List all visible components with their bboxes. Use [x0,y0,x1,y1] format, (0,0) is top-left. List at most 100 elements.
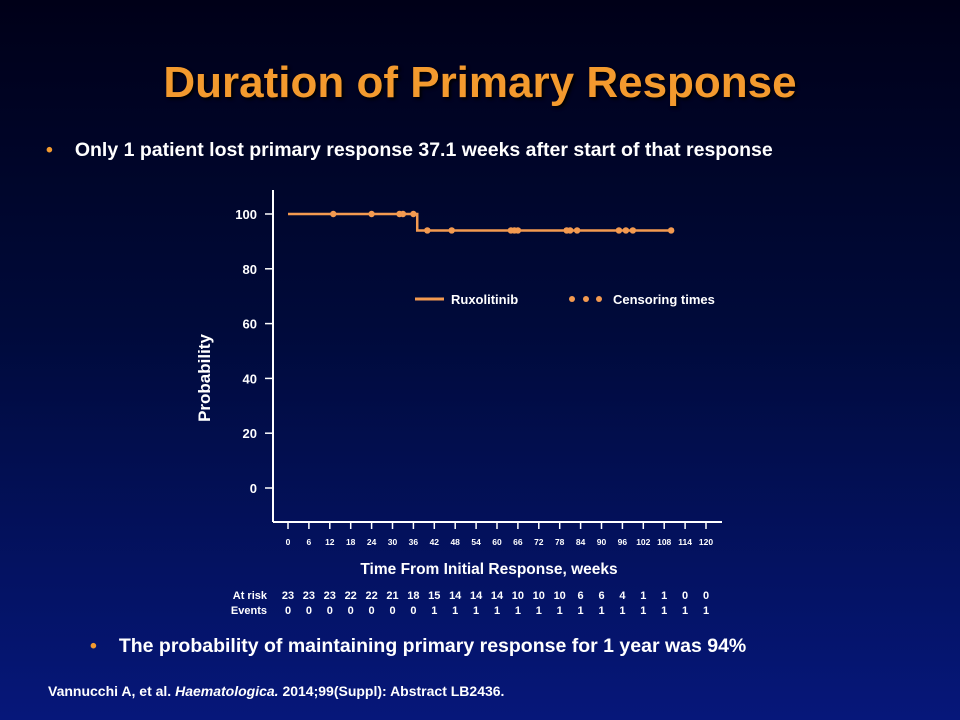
risk-at-risk-value: 15 [428,590,440,602]
legend-censor-dot [596,296,602,302]
risk-events-value: 0 [410,605,416,617]
risk-events-value: 1 [452,605,458,617]
censor-point [410,210,417,218]
risk-events-value: 1 [431,605,437,617]
censor-point [399,210,407,218]
censor-point [622,227,630,234]
risk-events-value: 1 [473,605,479,617]
censor-point [573,227,581,234]
risk-events-value: 1 [578,605,584,617]
legend-censor-label: Censoring times [613,292,715,307]
risk-events-value: 1 [661,605,667,617]
risk-at-risk-value: 4 [619,590,626,602]
censor-point [424,227,431,234]
x-tick-label: 72 [534,537,544,547]
risk-at-risk-value: 10 [554,590,566,602]
y-tick-label: 80 [243,262,257,277]
x-tick-label: 78 [555,537,565,547]
y-tick-label: 40 [243,371,257,386]
censor-point [566,227,574,234]
censor-point [368,210,375,218]
x-ticks: 0 6 12 18 24 30 36 42 48 54 60 66 72 78 84 90 96 102 108 11… [286,522,713,547]
citation-journal: Haematologica. [175,683,279,699]
censor-markers [330,210,675,234]
risk-at-risk-value: 10 [512,590,524,602]
censor-point [629,227,637,234]
x-tick-label: 12 [325,537,335,547]
x-tick-label: 24 [367,537,377,547]
x-tick-label: 54 [471,537,481,547]
risk-events-value: 0 [369,605,375,617]
risk-at-risk-value: 1 [640,590,646,602]
risk-at-risk-value: 22 [345,590,357,602]
risk-events-value: 1 [703,605,709,617]
x-tick-label: 60 [492,537,502,547]
risk-events-value: 1 [598,605,604,617]
x-tick-label: 120 [699,537,713,547]
risk-at-risk-value: 23 [282,590,294,602]
censor-point [448,227,455,234]
bullet-bottom-text: The probability of maintaining primary r… [118,635,747,657]
risk-at-risk-value: 14 [491,590,504,602]
x-tick-label: 66 [513,537,523,547]
risk-at-risk-value: 14 [449,590,462,602]
bullet-top: • Only 1 patient lost primary response 37… [46,139,773,162]
x-tick-label: 6 [307,537,312,547]
risk-at-risk-value: 23 [303,590,315,602]
risk-at-risk-value: 1 [661,590,667,602]
bullet-bottom: • The probability of maintaining primary … [90,635,746,658]
x-axis-label: Time From Initial Response, weeks [360,561,617,578]
risk-events-value: 1 [619,605,625,617]
chart-axes [272,190,722,523]
citation-details: 2014;99(Suppl): Abstract LB2436. [278,683,505,699]
risk-table: At risk Events 23 23 23 22 22 21 18 15 14 14 14 10 1… [231,590,709,617]
censor-point [330,210,337,218]
risk-events-row: 0 0 0 0 0 0 0 1 1 1 1 1 1 1 1 1 1 1 1 1 1 [285,605,709,617]
risk-at-risk-value: 14 [470,590,483,602]
censor-point [615,227,623,234]
x-tick-label: 0 [286,537,291,547]
risk-at-risk-value: 10 [533,590,545,602]
risk-events-value: 1 [640,605,646,617]
citation-authors: Vannucchi A, et al. [48,683,176,699]
legend-censor-dot [583,296,589,302]
x-tick-label: 96 [618,537,628,547]
risk-events-value: 0 [306,605,312,617]
x-tick-label: 108 [657,537,671,547]
risk-events-value: 1 [494,605,500,617]
slide-title: Duration of Primary Response [163,58,797,107]
risk-at-risk-value: 0 [703,590,709,602]
y-ticks: 0 20 40 60 80 100 [235,207,273,496]
risk-at-risk-value: 21 [386,590,398,602]
risk-at-risk-row: 23 23 23 22 22 21 18 15 14 14 14 10 10 10 6 6 4 1 1 0 0 [282,590,709,602]
legend-censor-dot [569,296,575,302]
legend-line-label: Ruxolitinib [451,292,518,307]
risk-events-value: 1 [557,605,563,617]
y-tick-label: 100 [235,207,257,222]
y-tick-label: 20 [243,426,257,441]
risk-at-risk-value: 18 [407,590,419,602]
risk-row-label-events: Events [231,605,267,617]
risk-at-risk-value: 6 [578,590,584,602]
km-survival-line [288,212,672,232]
legend: Ruxolitinib Censoring times [415,292,715,307]
risk-row-label-at-risk: At risk [233,590,268,602]
bullet-dot: • [46,139,53,161]
risk-events-value: 0 [348,605,354,617]
risk-events-value: 1 [536,605,542,617]
x-tick-label: 84 [576,537,586,547]
x-tick-label: 42 [430,537,440,547]
bullet-top-text: Only 1 patient lost primary response 37.… [74,139,773,161]
x-tick-label: 114 [678,537,692,547]
risk-events-value: 0 [285,605,291,617]
bullet-dot: • [90,635,97,657]
risk-at-risk-value: 0 [682,590,688,602]
censor-point [667,227,675,234]
y-tick-label: 60 [243,317,257,332]
x-tick-label: 18 [346,537,356,547]
risk-events-value: 0 [389,605,395,617]
x-tick-label: 90 [597,537,607,547]
citation: Vannucchi A, et al. Haematologica. 2014;… [48,683,504,699]
y-axis-label: Probability [195,334,214,422]
